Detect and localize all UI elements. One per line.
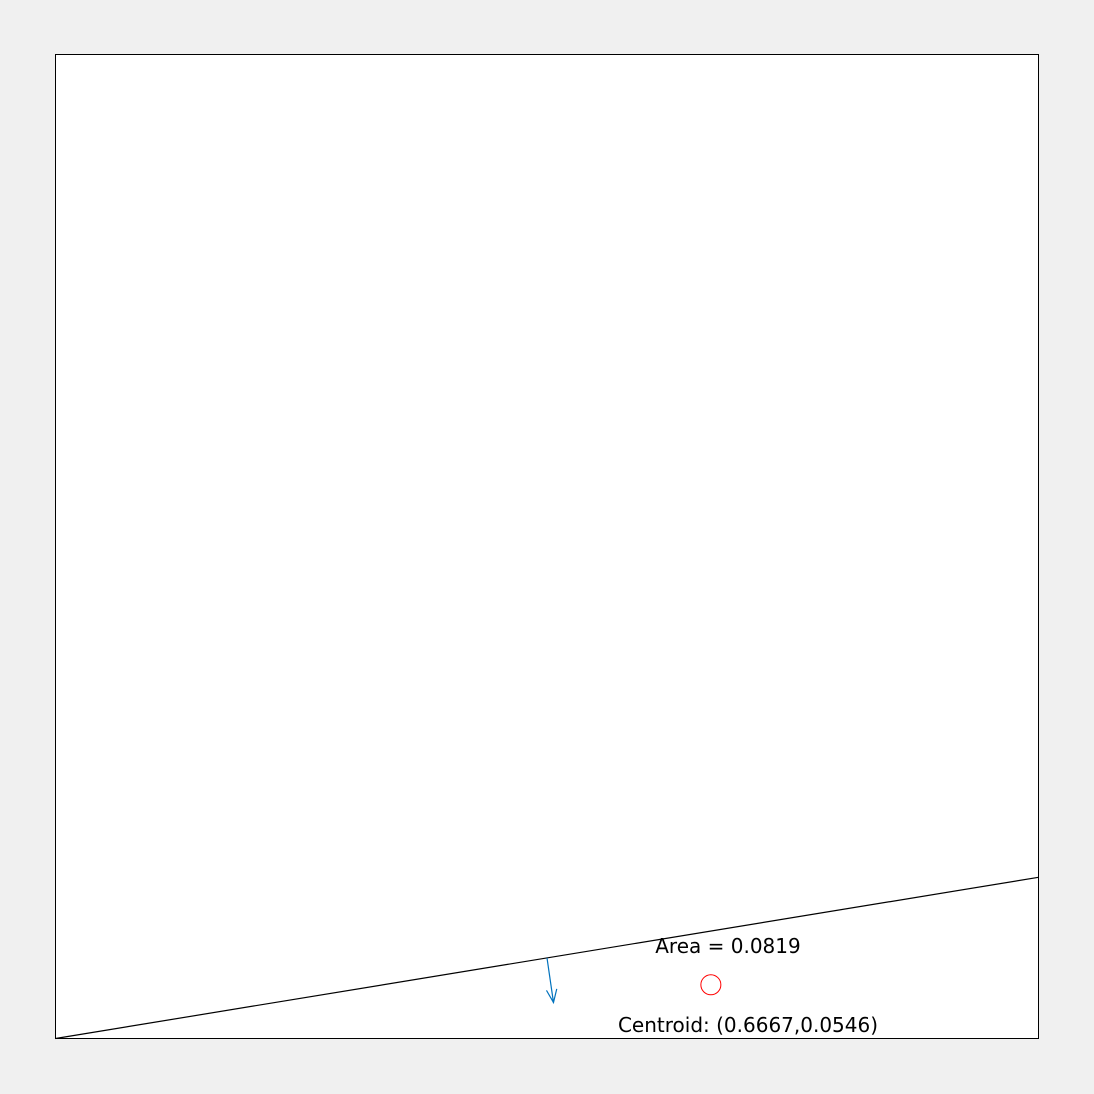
centroid-label: Centroid: (0.6667,0.0546) (618, 1013, 878, 1037)
normal-arrow-head (545, 988, 558, 1005)
normal-arrow (545, 957, 558, 1005)
axes: Area = 0.0819 Centroid: (0.6667,0.0546) (55, 54, 1039, 1040)
axes-face (55, 54, 1039, 1039)
axes-frame (55, 54, 1039, 1039)
centroid-marker (700, 974, 722, 996)
area-label: Area = 0.0819 (655, 934, 800, 958)
normal-arrow-shaft (546, 957, 555, 1003)
